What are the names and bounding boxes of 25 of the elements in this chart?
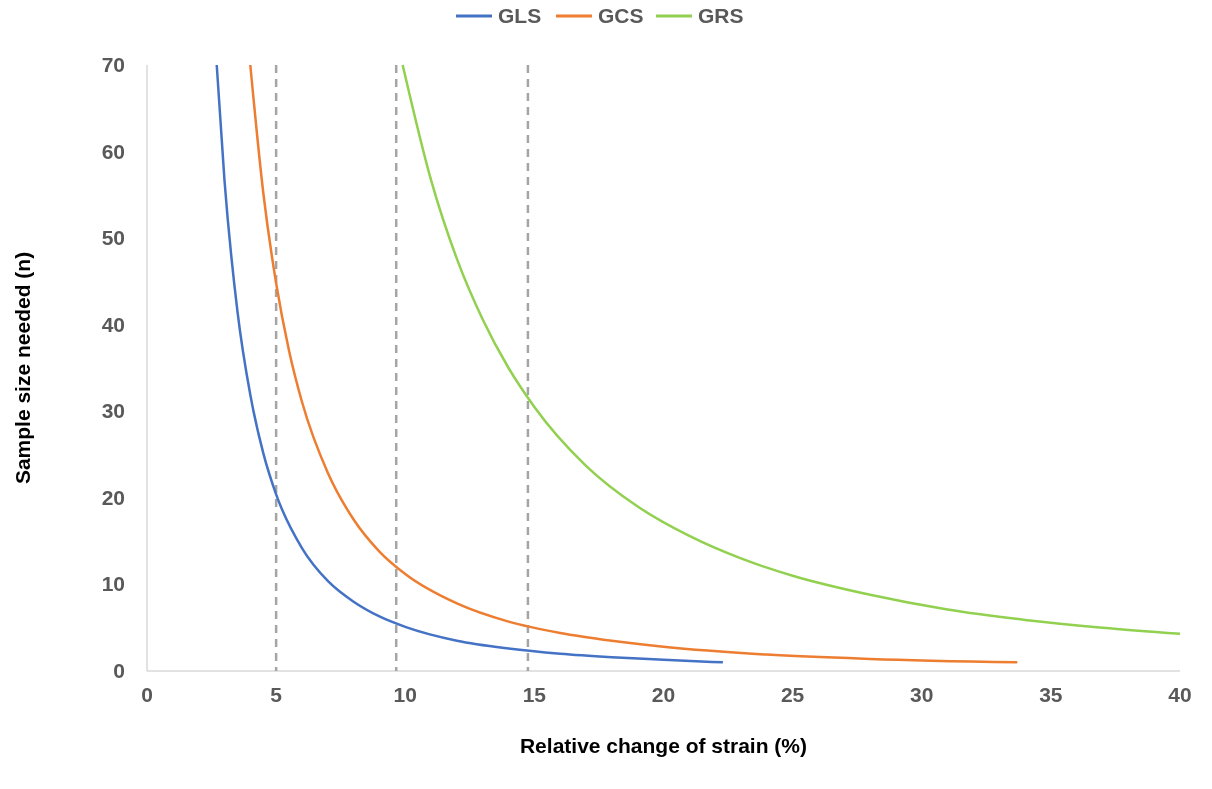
x-tick-label: 35 [1039,683,1063,706]
y-tick-label: 30 [101,399,125,423]
x-tick-label: 10 [393,683,417,706]
x-tick-label: 30 [910,683,934,706]
line-series [249,63,1019,664]
y-tick-label: 10 [101,572,125,596]
x-tick-label: 20 [651,683,676,706]
y-tick-label: 20 [101,485,125,509]
x-tick-label: 0 [141,683,153,706]
y-tick-label: 0 [113,659,125,682]
x-tick-label: 40 [1168,683,1192,706]
x-tick-label: 5 [270,683,283,706]
y-tick-label: 40 [101,312,125,336]
legend-label: GCS [598,4,644,27]
x-tick-label: 25 [780,683,805,706]
line-series [401,63,1182,636]
y-tick-label: 50 [101,226,125,250]
y-tick-label: 70 [101,53,125,76]
legend-label: GRS [698,4,744,27]
legend-label: GLS [498,4,542,27]
y-axis-title: Sample size needed (n) [11,251,34,485]
x-tick-label: 15 [522,683,547,706]
line-series [215,63,725,664]
x-axis-title: Relative change of strain (%) [519,734,808,757]
y-tick-label: 60 [101,139,125,163]
